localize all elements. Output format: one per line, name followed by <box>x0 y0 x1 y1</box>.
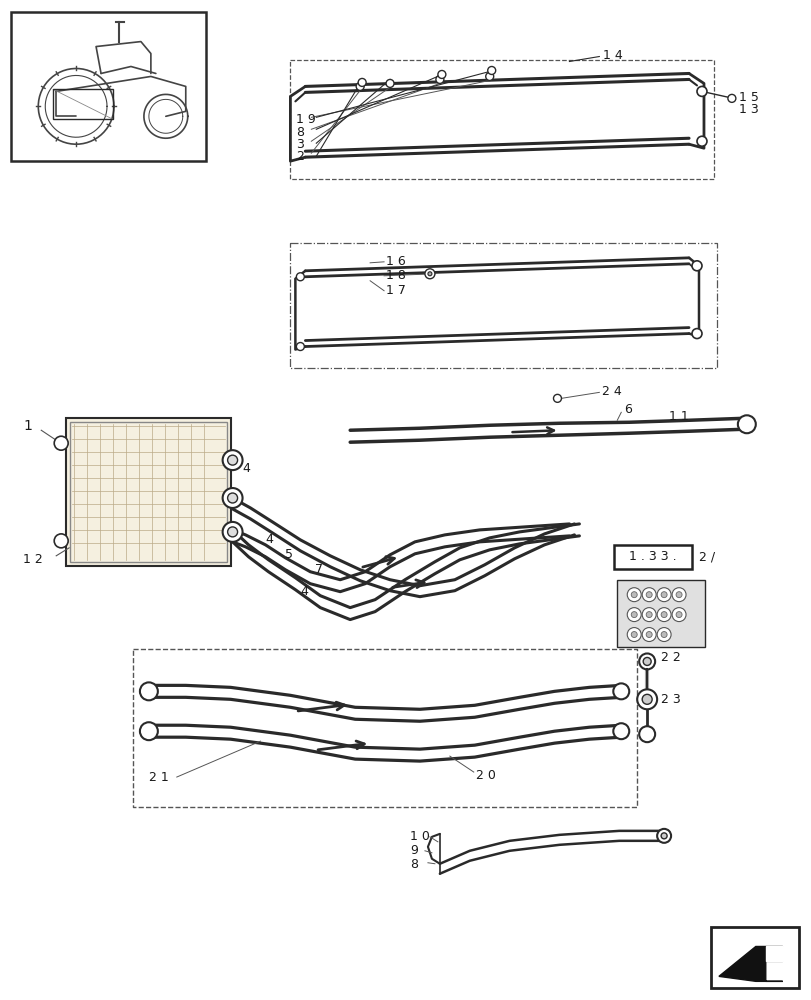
Bar <box>710 927 798 988</box>
Circle shape <box>296 343 304 351</box>
Bar <box>614 545 691 569</box>
Circle shape <box>385 79 393 87</box>
Circle shape <box>54 534 68 548</box>
Circle shape <box>656 628 670 642</box>
Circle shape <box>737 415 755 433</box>
Circle shape <box>437 70 445 78</box>
Text: 1 4: 1 4 <box>603 49 622 62</box>
Circle shape <box>660 632 667 638</box>
Circle shape <box>612 723 629 739</box>
Circle shape <box>646 632 651 638</box>
Text: 1 9: 1 9 <box>296 113 315 126</box>
Circle shape <box>54 436 68 450</box>
Circle shape <box>356 82 363 90</box>
Text: 1 1: 1 1 <box>668 410 688 423</box>
Circle shape <box>660 592 667 598</box>
Text: 1 6: 1 6 <box>385 255 406 268</box>
Circle shape <box>696 86 706 96</box>
Text: 2 3: 2 3 <box>660 693 680 706</box>
Circle shape <box>424 269 435 279</box>
Text: 9: 9 <box>410 844 418 857</box>
Circle shape <box>139 722 157 740</box>
Circle shape <box>691 329 702 339</box>
Circle shape <box>660 833 667 839</box>
Text: 6: 6 <box>624 403 631 416</box>
Text: 2 0: 2 0 <box>475 769 495 782</box>
Circle shape <box>642 694 651 704</box>
Circle shape <box>638 653 654 669</box>
Text: 5: 5 <box>285 548 293 561</box>
Circle shape <box>630 592 637 598</box>
Circle shape <box>487 66 495 74</box>
Bar <box>70 422 226 562</box>
Circle shape <box>296 273 304 281</box>
Circle shape <box>222 450 242 470</box>
Circle shape <box>672 588 685 602</box>
Text: 4: 4 <box>265 533 273 546</box>
Circle shape <box>642 608 655 622</box>
Circle shape <box>612 683 629 699</box>
Circle shape <box>227 493 238 503</box>
Text: 1: 1 <box>24 419 32 433</box>
Text: 4: 4 <box>242 462 250 475</box>
Bar <box>66 418 230 566</box>
Text: 1 7: 1 7 <box>385 284 406 297</box>
Circle shape <box>630 632 637 638</box>
Text: 1 3: 1 3 <box>738 103 757 116</box>
Circle shape <box>358 78 366 86</box>
Circle shape <box>436 75 444 83</box>
Circle shape <box>656 608 670 622</box>
Circle shape <box>553 394 560 402</box>
Text: 8: 8 <box>296 126 304 139</box>
Text: 4: 4 <box>300 585 308 598</box>
Circle shape <box>485 72 493 80</box>
Circle shape <box>626 588 641 602</box>
Circle shape <box>646 592 651 598</box>
Circle shape <box>727 94 735 102</box>
Text: 2: 2 <box>296 150 304 163</box>
Circle shape <box>646 612 651 618</box>
Text: 1 5: 1 5 <box>738 91 757 104</box>
Bar <box>54 89 113 119</box>
Text: 1 0: 1 0 <box>410 830 429 843</box>
Polygon shape <box>765 946 782 961</box>
Text: 1 . 3 3 .: 1 . 3 3 . <box>629 550 676 563</box>
Circle shape <box>626 608 641 622</box>
Text: 1 2: 1 2 <box>24 553 43 566</box>
Circle shape <box>660 612 667 618</box>
Circle shape <box>222 522 242 542</box>
Circle shape <box>676 592 681 598</box>
Text: 2 2: 2 2 <box>660 651 680 664</box>
Circle shape <box>656 829 670 843</box>
Text: 8: 8 <box>410 858 418 871</box>
Circle shape <box>696 136 706 146</box>
Text: 2 4: 2 4 <box>602 385 621 398</box>
Bar <box>11 12 205 161</box>
Circle shape <box>227 455 238 465</box>
Circle shape <box>676 612 681 618</box>
Text: 2 /: 2 / <box>698 550 714 563</box>
Text: 3: 3 <box>296 138 304 151</box>
Circle shape <box>642 657 650 665</box>
Circle shape <box>656 588 670 602</box>
Polygon shape <box>718 946 782 981</box>
Circle shape <box>227 527 238 537</box>
Circle shape <box>222 488 242 508</box>
Circle shape <box>626 628 641 642</box>
Circle shape <box>642 588 655 602</box>
Circle shape <box>637 689 656 709</box>
Text: 1 8: 1 8 <box>385 269 406 282</box>
Circle shape <box>642 628 655 642</box>
Circle shape <box>691 261 702 271</box>
Circle shape <box>638 726 654 742</box>
Circle shape <box>139 682 157 700</box>
Text: 7: 7 <box>315 563 323 576</box>
Text: 2 1: 2 1 <box>148 771 169 784</box>
Bar <box>616 580 704 647</box>
Circle shape <box>672 608 685 622</box>
Circle shape <box>630 612 637 618</box>
Circle shape <box>427 272 431 276</box>
